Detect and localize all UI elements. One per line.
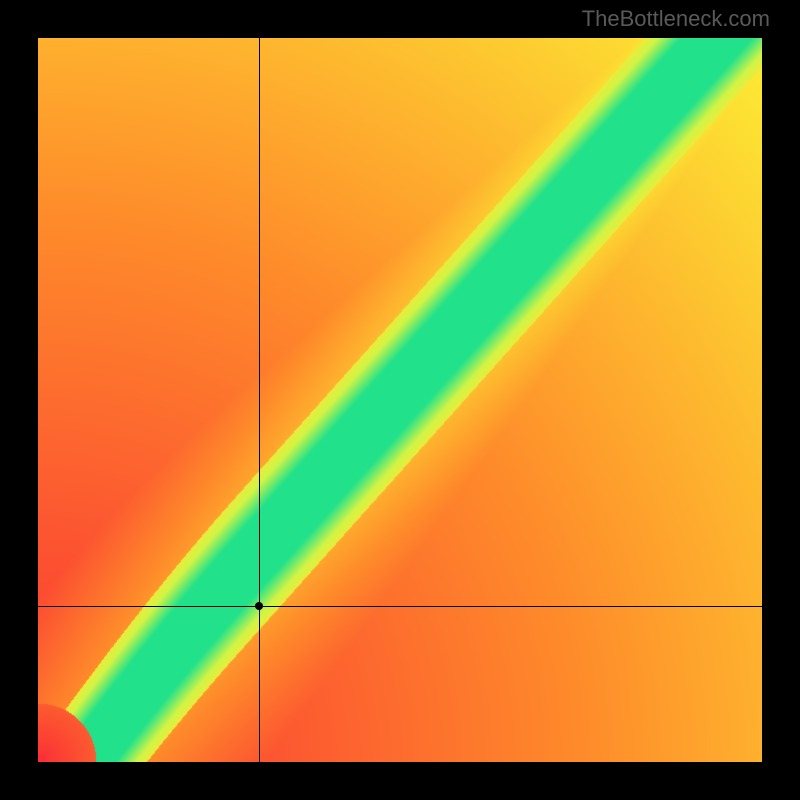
crosshair-vertical xyxy=(259,38,260,762)
heatmap-canvas xyxy=(38,38,762,762)
crosshair-horizontal xyxy=(38,606,762,607)
heatmap-chart xyxy=(38,38,762,762)
data-point-marker xyxy=(255,602,263,610)
watermark-text: TheBottleneck.com xyxy=(582,6,770,32)
